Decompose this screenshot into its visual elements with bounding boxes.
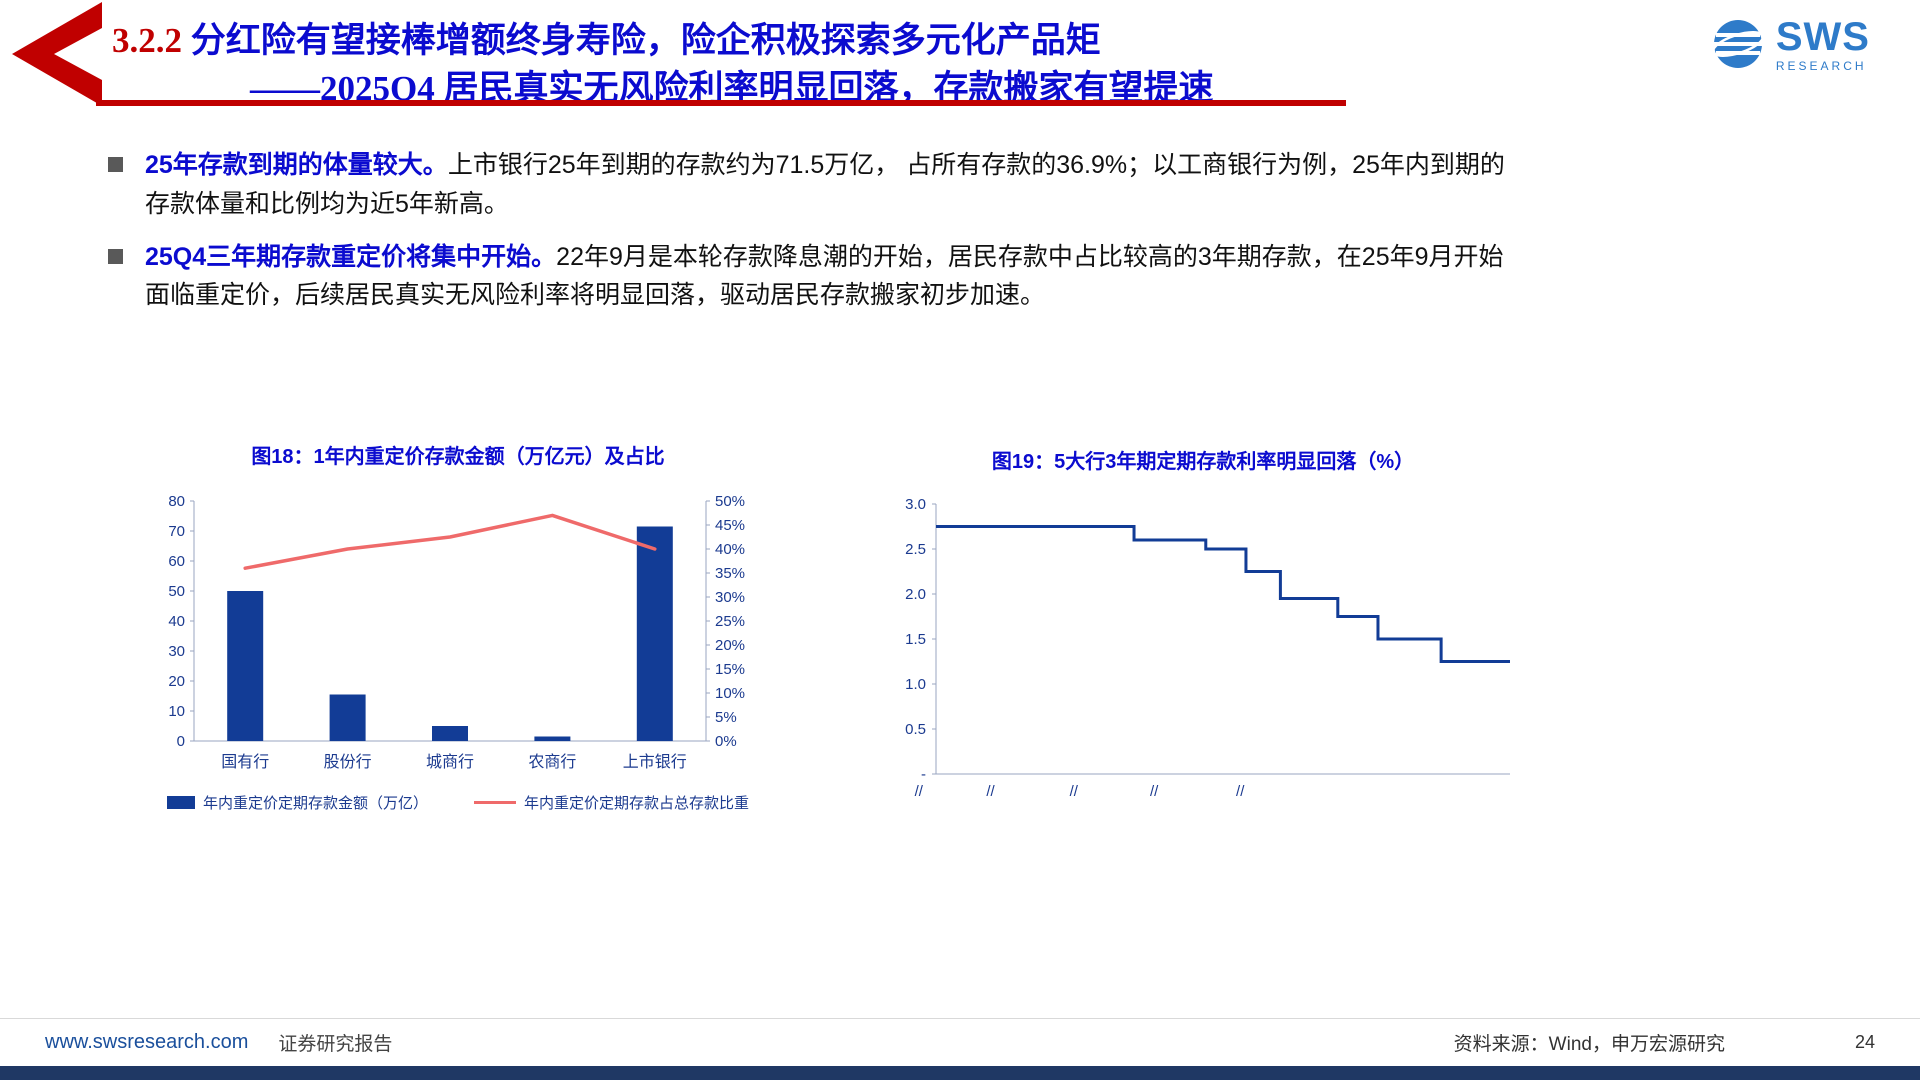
svg-text:1.5: 1.5 [905, 631, 926, 648]
svg-text:50: 50 [168, 583, 185, 600]
svg-text:70: 70 [168, 523, 185, 540]
report-type-label: 证券研究报告 [278, 1034, 393, 1055]
figure-18-title: 图18：1年内重定价存款金额（万亿元）及占比 [251, 446, 665, 468]
bullet-2-lead: 25Q4三年期存款重定价将集中开始。 [145, 242, 557, 271]
data-source-label: 资料来源：Wind，申万宏源研究 [1453, 1034, 1725, 1055]
bullet-2-body: 22年9月是本轮存款降息潮的开始，居民存款中占比较高的3年期存款，在25年9月开… [145, 242, 1504, 310]
svg-text://: // [1236, 783, 1245, 800]
figure-19-canvas: 3.0 2.5 2.0 1.5 1.0 0.5-////////// [878, 490, 1528, 815]
svg-text:0.5: 0.5 [905, 721, 926, 738]
bullet-square-icon [108, 248, 123, 264]
svg-text:40: 40 [168, 613, 185, 630]
svg-text://: // [1070, 783, 1079, 800]
svg-text:50%: 50% [715, 493, 745, 510]
figure-18: 图18：1年内重定价存款金额（万亿元）及占比 0 10 20 30 40 50 60 70 80… [148, 440, 768, 813]
svg-text:3.0: 3.0 [905, 496, 926, 513]
figure-19: 图19：5大行3年期定期存款利率明显回落（%） 3.0 2.5 2.0 1.5 1.0 0… [878, 445, 1528, 815]
svg-text:0: 0 [177, 733, 185, 750]
svg-text:-: - [921, 766, 926, 783]
svg-text:2.0: 2.0 [905, 586, 926, 603]
figure-18-legend: 年内重定价定期存款金额（万亿） 年内重定价定期存款占总存款比重 [148, 792, 768, 813]
svg-text:0%: 0% [715, 733, 737, 750]
svg-text:10%: 10% [715, 685, 745, 702]
website-link[interactable]: www.swsresearch.com [45, 1031, 249, 1053]
section-number: 3.2.2 [112, 21, 182, 60]
bullet-1-text: 25年存款到期的体量较大。上市银行25年到期的存款约为71.5万亿， 占所有存款… [145, 146, 1518, 224]
red-chevron-decoration [12, 2, 102, 106]
svg-text:15%: 15% [715, 661, 745, 678]
svg-text:45%: 45% [715, 517, 745, 534]
svg-text:农商行: 农商行 [528, 753, 576, 771]
fig19-chart-svg: 3.02.52.01.51.00.5-////////// [905, 496, 1510, 800]
legend-bar-swatch-icon [166, 796, 195, 809]
title-underline [96, 100, 1346, 106]
bullet-item-2: 25Q4三年期存款重定价将集中开始。22年9月是本轮存款降息潮的开始，居民存款中… [108, 238, 1518, 316]
svg-text:股份行: 股份行 [324, 753, 372, 771]
sws-logo-subtitle: RESEARCH [1775, 58, 1867, 73]
figure-19-title: 图19：5大行3年期定期存款利率明显回落（%） [991, 451, 1415, 473]
slide-header: 3.2.2 分红险有望接棒增额终身寿险，险企积极探索多元化产品矩 ——2025Q… [0, 0, 1920, 120]
svg-text:城商行: 城商行 [426, 753, 474, 771]
sws-logo-name: SWS [1775, 14, 1870, 59]
legend-item-line: 年内重定价定期存款占总存款比重 [474, 792, 749, 813]
svg-text:20%: 20% [715, 637, 745, 654]
figure-18-canvas: 0 10 20 30 40 50 60 70 80 0% 5% 10% 15% 20% 25% 30% 35% 4… [148, 485, 768, 790]
svg-text://: // [1150, 783, 1159, 800]
legend-item-bar: 年内重定价定期存款金额（万亿） [166, 792, 428, 813]
legend-line-swatch-icon [474, 801, 516, 804]
svg-text:5%: 5% [715, 709, 737, 726]
bullet-1-lead: 25年存款到期的体量较大。 [145, 151, 448, 179]
legend-bar-label: 年内重定价定期存款金额（万亿） [202, 795, 428, 812]
svg-text:20: 20 [168, 673, 185, 690]
svg-text:40%: 40% [715, 541, 745, 558]
bullet-2-text: 25Q4三年期存款重定价将集中开始。22年9月是本轮存款降息潮的开始，居民存款中… [145, 238, 1518, 316]
sws-logo: SWS RESEARCH [1710, 16, 1870, 72]
bullet-square-icon [108, 157, 123, 172]
slide-footer: www.swsresearch.com 证券研究报告 资料来源：Wind，申万宏… [0, 1018, 1920, 1066]
bullet-1-body: 上市银行25年到期的存款约为71.5万亿， 占所有存款的36.9%；以工商银行为… [145, 151, 1505, 218]
svg-text:60: 60 [168, 553, 185, 570]
svg-text:2.5: 2.5 [905, 541, 926, 558]
sws-logo-text: SWS RESEARCH [1776, 17, 1870, 72]
sws-globe-icon [1711, 20, 1765, 68]
title-text: 分红险有望接棒增额终身寿险，险企积极探索多元化产品矩 [182, 21, 1101, 60]
legend-line-label: 年内重定价定期存款占总存款比重 [524, 795, 750, 812]
svg-text:国有行: 国有行 [221, 753, 269, 771]
page-number: 24 [1854, 1032, 1875, 1052]
bullet-list: 25年存款到期的体量较大。上市银行25年到期的存款约为71.5万亿， 占所有存款… [108, 146, 1518, 329]
svg-text:30%: 30% [715, 589, 745, 606]
svg-text:80: 80 [168, 493, 185, 510]
bullet-item-1: 25年存款到期的体量较大。上市银行25年到期的存款约为71.5万亿， 占所有存款… [108, 146, 1518, 224]
svg-text:35%: 35% [715, 565, 745, 582]
svg-text:10: 10 [168, 703, 185, 720]
page-title: 3.2.2 分红险有望接棒增额终身寿险，险企积极探索多元化产品矩 [112, 12, 1101, 63]
svg-text:1.0: 1.0 [905, 676, 926, 693]
svg-text:25%: 25% [715, 613, 745, 630]
svg-text:30: 30 [168, 643, 185, 660]
svg-text://: // [915, 783, 924, 800]
svg-text:上市银行: 上市银行 [623, 753, 687, 771]
svg-text://: // [986, 783, 995, 800]
bottom-navy-bar [0, 1066, 1920, 1080]
fig18-chart-svg: 0 10 20 30 40 50 60 70 80 0% 5% 10% 15% 20% 25% 30% 35% 4… [168, 493, 745, 771]
